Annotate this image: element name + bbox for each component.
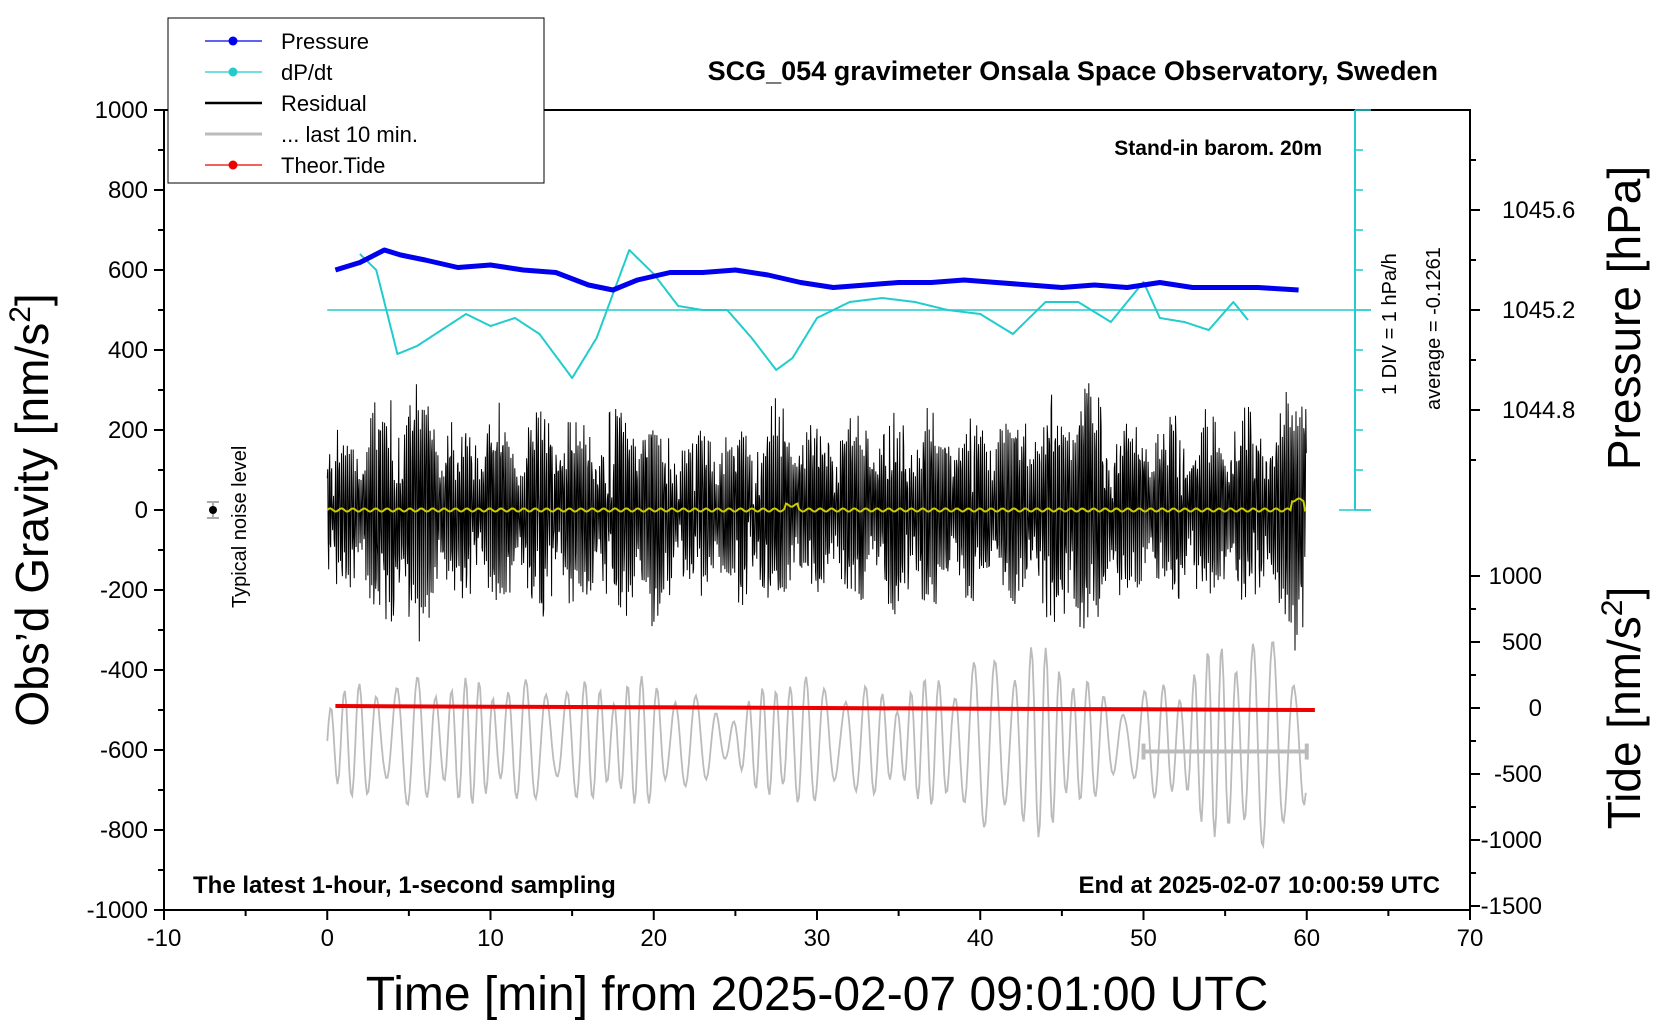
chart-title: SCG_054 gravimeter Onsala Space Observat… — [708, 56, 1438, 86]
y-tick-label: -600 — [100, 737, 148, 764]
y-tick-label: 0 — [135, 497, 148, 524]
x-tick-label: 70 — [1457, 925, 1484, 952]
x-tick-label: 60 — [1293, 925, 1320, 952]
legend-label: ... last 10 min. — [281, 122, 418, 147]
footer-right-note: End at 2025-02-07 10:00:59 UTC — [1079, 872, 1441, 899]
x-axis-label: Time [min] from 2025-02-07 09:01:00 UTC — [366, 968, 1269, 1020]
y-tick-label: 400 — [108, 337, 148, 364]
x-tick-label: 50 — [1130, 925, 1157, 952]
y-tick-label: -400 — [100, 657, 148, 684]
legend-label: dP/dt — [281, 60, 332, 85]
x-tick-label: 10 — [477, 925, 504, 952]
x-tick-label: 30 — [804, 925, 831, 952]
pressure-tick-label: 1045.2 — [1502, 297, 1575, 324]
y-tick-label: -200 — [100, 577, 148, 604]
legend-label: Theor.Tide — [281, 153, 385, 178]
pressure-tick-label: 1045.6 — [1502, 197, 1575, 224]
tide-tick-label: -1000 — [1481, 827, 1542, 854]
pressure-series — [334, 247, 1299, 293]
tide-label-sup: 2 — [1596, 600, 1629, 617]
y-tick-label: -1000 — [87, 897, 148, 924]
residual-lowpass-series — [326, 497, 1307, 513]
y-tick-label: -800 — [100, 817, 148, 844]
legend: Pressure dP/dt Residual ... last 10 min. The… — [167, 17, 545, 184]
y-axis-tide-label: Tide [nm/s2] — [1596, 587, 1650, 830]
average-note: average = -0.1261 — [1423, 247, 1445, 410]
y-tick-label: 1000 — [95, 97, 148, 124]
legend-label: Residual — [281, 91, 367, 116]
footer-left-note: The latest 1-hour, 1-second sampling — [193, 872, 616, 899]
y-axis-pressure-label: Pressure [hPa] — [1598, 166, 1650, 470]
barometer-note: Stand-in barom. 20m — [1114, 137, 1322, 160]
tide-tick-label: -1500 — [1481, 893, 1542, 920]
tide-label-main: Tide [nm/s — [1598, 616, 1650, 829]
x-tick-label: 20 — [640, 925, 667, 952]
y-tick-label: 800 — [108, 177, 148, 204]
x-tick-label: 0 — [321, 925, 334, 952]
y-left-label-main: Obs’d Gravity [nm/s — [6, 323, 58, 727]
legend-box — [167, 17, 545, 184]
pressure-tick-label: 1044.8 — [1502, 397, 1575, 424]
tide-tick-label: -500 — [1494, 761, 1542, 788]
y-axis-left-label: Obs’d Gravity [nm/s2] — [4, 293, 58, 726]
y-tick-label: 600 — [108, 257, 148, 284]
tide-label-end: ] — [1598, 587, 1650, 600]
legend-label: Pressure — [281, 29, 369, 54]
tide-tick-label: 1000 — [1489, 563, 1542, 590]
x-tick-label: 40 — [967, 925, 994, 952]
noise-note: Typical noise level — [229, 446, 251, 608]
y-left-label-sup: 2 — [4, 306, 37, 323]
y-left-label-end: ] — [6, 293, 58, 306]
noise-marker — [208, 506, 217, 514]
last-10-min-series — [326, 641, 1307, 850]
div-note: 1 DIV = 1 hPa/h — [1379, 253, 1401, 395]
residual-series — [326, 383, 1307, 651]
theor-tide-series — [335, 704, 1315, 712]
legend-dot — [228, 160, 238, 170]
x-tick-label: -10 — [147, 925, 182, 952]
y-tick-label: 200 — [108, 417, 148, 444]
dpdt-series — [359, 249, 1249, 379]
tide-tick-label: 0 — [1529, 695, 1542, 722]
legend-dot — [228, 36, 238, 46]
tide-tick-label: 500 — [1502, 629, 1542, 656]
legend-dot — [228, 67, 238, 77]
